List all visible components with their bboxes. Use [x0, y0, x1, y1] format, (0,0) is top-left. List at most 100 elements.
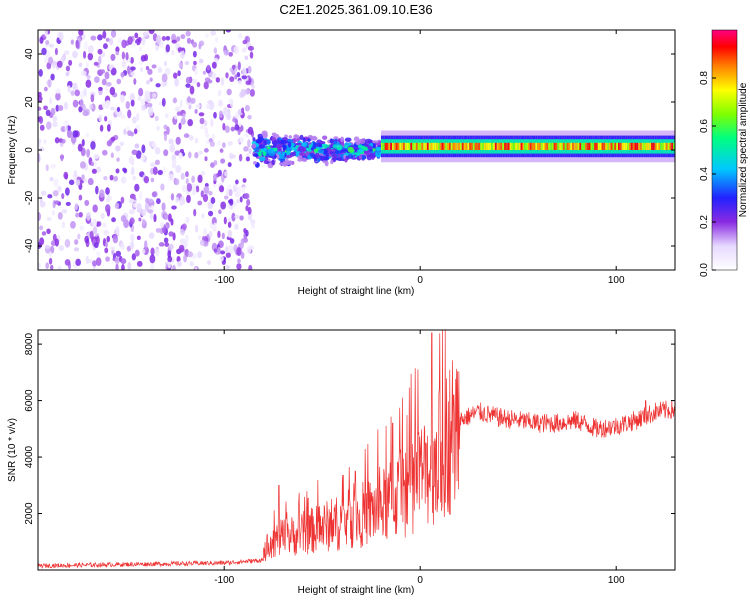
spectrogram-cell [53, 178, 59, 187]
spectrogram-cell [175, 106, 181, 113]
spectrogram-cell [38, 153, 41, 163]
spectrogram-cell [147, 209, 154, 214]
spectrogram-cell [395, 142, 399, 150]
spectrogram-cell [439, 142, 443, 150]
spectrogram-cell [656, 142, 660, 150]
spectrogram-cell [213, 47, 218, 55]
spectrogram-cell [245, 156, 250, 162]
spectrogram-cell [211, 72, 217, 80]
spectrogram-cell [608, 142, 612, 150]
spectrogram-cell [623, 142, 626, 150]
spectrogram-cell [384, 142, 388, 150]
spectrogram-cell [226, 88, 232, 96]
spectrogram-cell [185, 171, 189, 178]
spectrogram-cell [48, 257, 53, 265]
spectrogram-cell [546, 142, 549, 150]
spectrogram-cell [241, 47, 247, 53]
spectrogram-cell [592, 142, 595, 150]
spectrogram-cell [148, 30, 155, 35]
spectrogram-cell [318, 143, 323, 148]
spectrogram-cell [428, 142, 432, 150]
spectrogram-cell [43, 139, 47, 144]
spectrogram-y-label: Frequency (Hz) [7, 116, 18, 185]
spectrogram-cell [147, 68, 153, 75]
spectrogram-cell [95, 166, 102, 173]
spectrogram-cell [130, 166, 135, 176]
spectrogram-cell [157, 66, 163, 73]
spectrogram-cell [210, 30, 217, 36]
spectrogram-cell [376, 146, 382, 151]
spectrogram-cell [116, 157, 120, 162]
spectrogram-cell [84, 235, 89, 244]
spectrogram-cell [74, 239, 79, 245]
spectrogram-cell [205, 132, 210, 139]
spectrogram-cell [39, 124, 45, 131]
spectrogram-cell [297, 145, 305, 152]
spectrogram-cell [414, 142, 417, 150]
spectrogram-cell [63, 101, 69, 110]
spectrogram-cell [67, 85, 71, 93]
spectrogram-cell [40, 190, 47, 196]
spectrogram-cell [99, 69, 106, 74]
spectrogram-cell [90, 161, 94, 166]
spectrogram-cell [81, 139, 85, 147]
spectrogram-cell [77, 143, 83, 152]
spectrogram-cell [419, 142, 423, 150]
spectrogram-cell [404, 142, 408, 150]
spectrogram-cell [115, 263, 119, 270]
spectrogram-cell [168, 173, 174, 181]
spectrogram-cell [84, 40, 88, 50]
spectrogram-cell [253, 153, 260, 157]
spectrogram-cell [236, 247, 242, 257]
spectrogram-cell [179, 99, 183, 108]
spectrogram-cell [127, 130, 132, 136]
spectrogram-cell [197, 174, 203, 183]
spectrogram-cell [494, 142, 498, 150]
spectrogram-cell [579, 142, 582, 150]
spectrogram-cell [450, 142, 454, 150]
spectrogram-cell [225, 72, 229, 79]
spectrogram-cell [299, 134, 304, 140]
spectrogram-cell [182, 113, 186, 119]
spectrogram-cell [287, 141, 292, 148]
spectrogram-axes: -100 0 100 -40 -20 0 20 40 [24, 30, 675, 286]
spectrogram-cell [667, 142, 671, 150]
colorbar-gradient [711, 29, 738, 271]
spectrogram-cell [540, 142, 544, 150]
spectrogram-cell [180, 172, 185, 180]
spectrogram-cell [136, 260, 143, 267]
spectrogram-cell [141, 104, 146, 111]
spectrogram-cell [242, 178, 247, 183]
spectrogram-cell [180, 50, 185, 59]
spectrogram-cell [199, 124, 206, 130]
spectrogram-cell [277, 139, 282, 144]
spectrogram-cell [621, 142, 625, 150]
spectrogram-cell [330, 159, 334, 165]
spectrogram-cell [154, 248, 160, 257]
spectrogram-cell [217, 230, 221, 239]
spectrogram-cell [110, 67, 117, 76]
spectrogram-cell [207, 79, 213, 84]
spectrogram-cell [397, 142, 400, 150]
spectrogram-cell [588, 142, 592, 150]
spectrogram-panel: -100 0 100 -40 -20 0 20 40 Height of straight l… [7, 29, 676, 297]
snr-frame [37, 329, 676, 571]
spectrogram-cell [526, 142, 529, 150]
spectrogram-cell [121, 263, 125, 270]
spectrogram-cell [100, 212, 105, 220]
spectrogram-cell [140, 36, 146, 46]
spectrogram-cell [577, 142, 581, 150]
spectrogram-cell [203, 185, 210, 194]
spectrogram-cell [197, 235, 202, 240]
spectrogram-cell [145, 65, 150, 71]
spectrogram-cell [299, 152, 306, 157]
spectrogram-cell [115, 51, 120, 56]
spectrogram-cell [188, 151, 192, 159]
spectrogram-cell [140, 55, 146, 62]
spectrogram-cell [131, 149, 138, 156]
spectrogram-cell [137, 95, 142, 101]
spectrogram-cell [399, 142, 402, 150]
spectrogram-cell [203, 120, 208, 127]
spectrogram-cell [213, 222, 217, 231]
spectrogram-cell [372, 140, 379, 144]
